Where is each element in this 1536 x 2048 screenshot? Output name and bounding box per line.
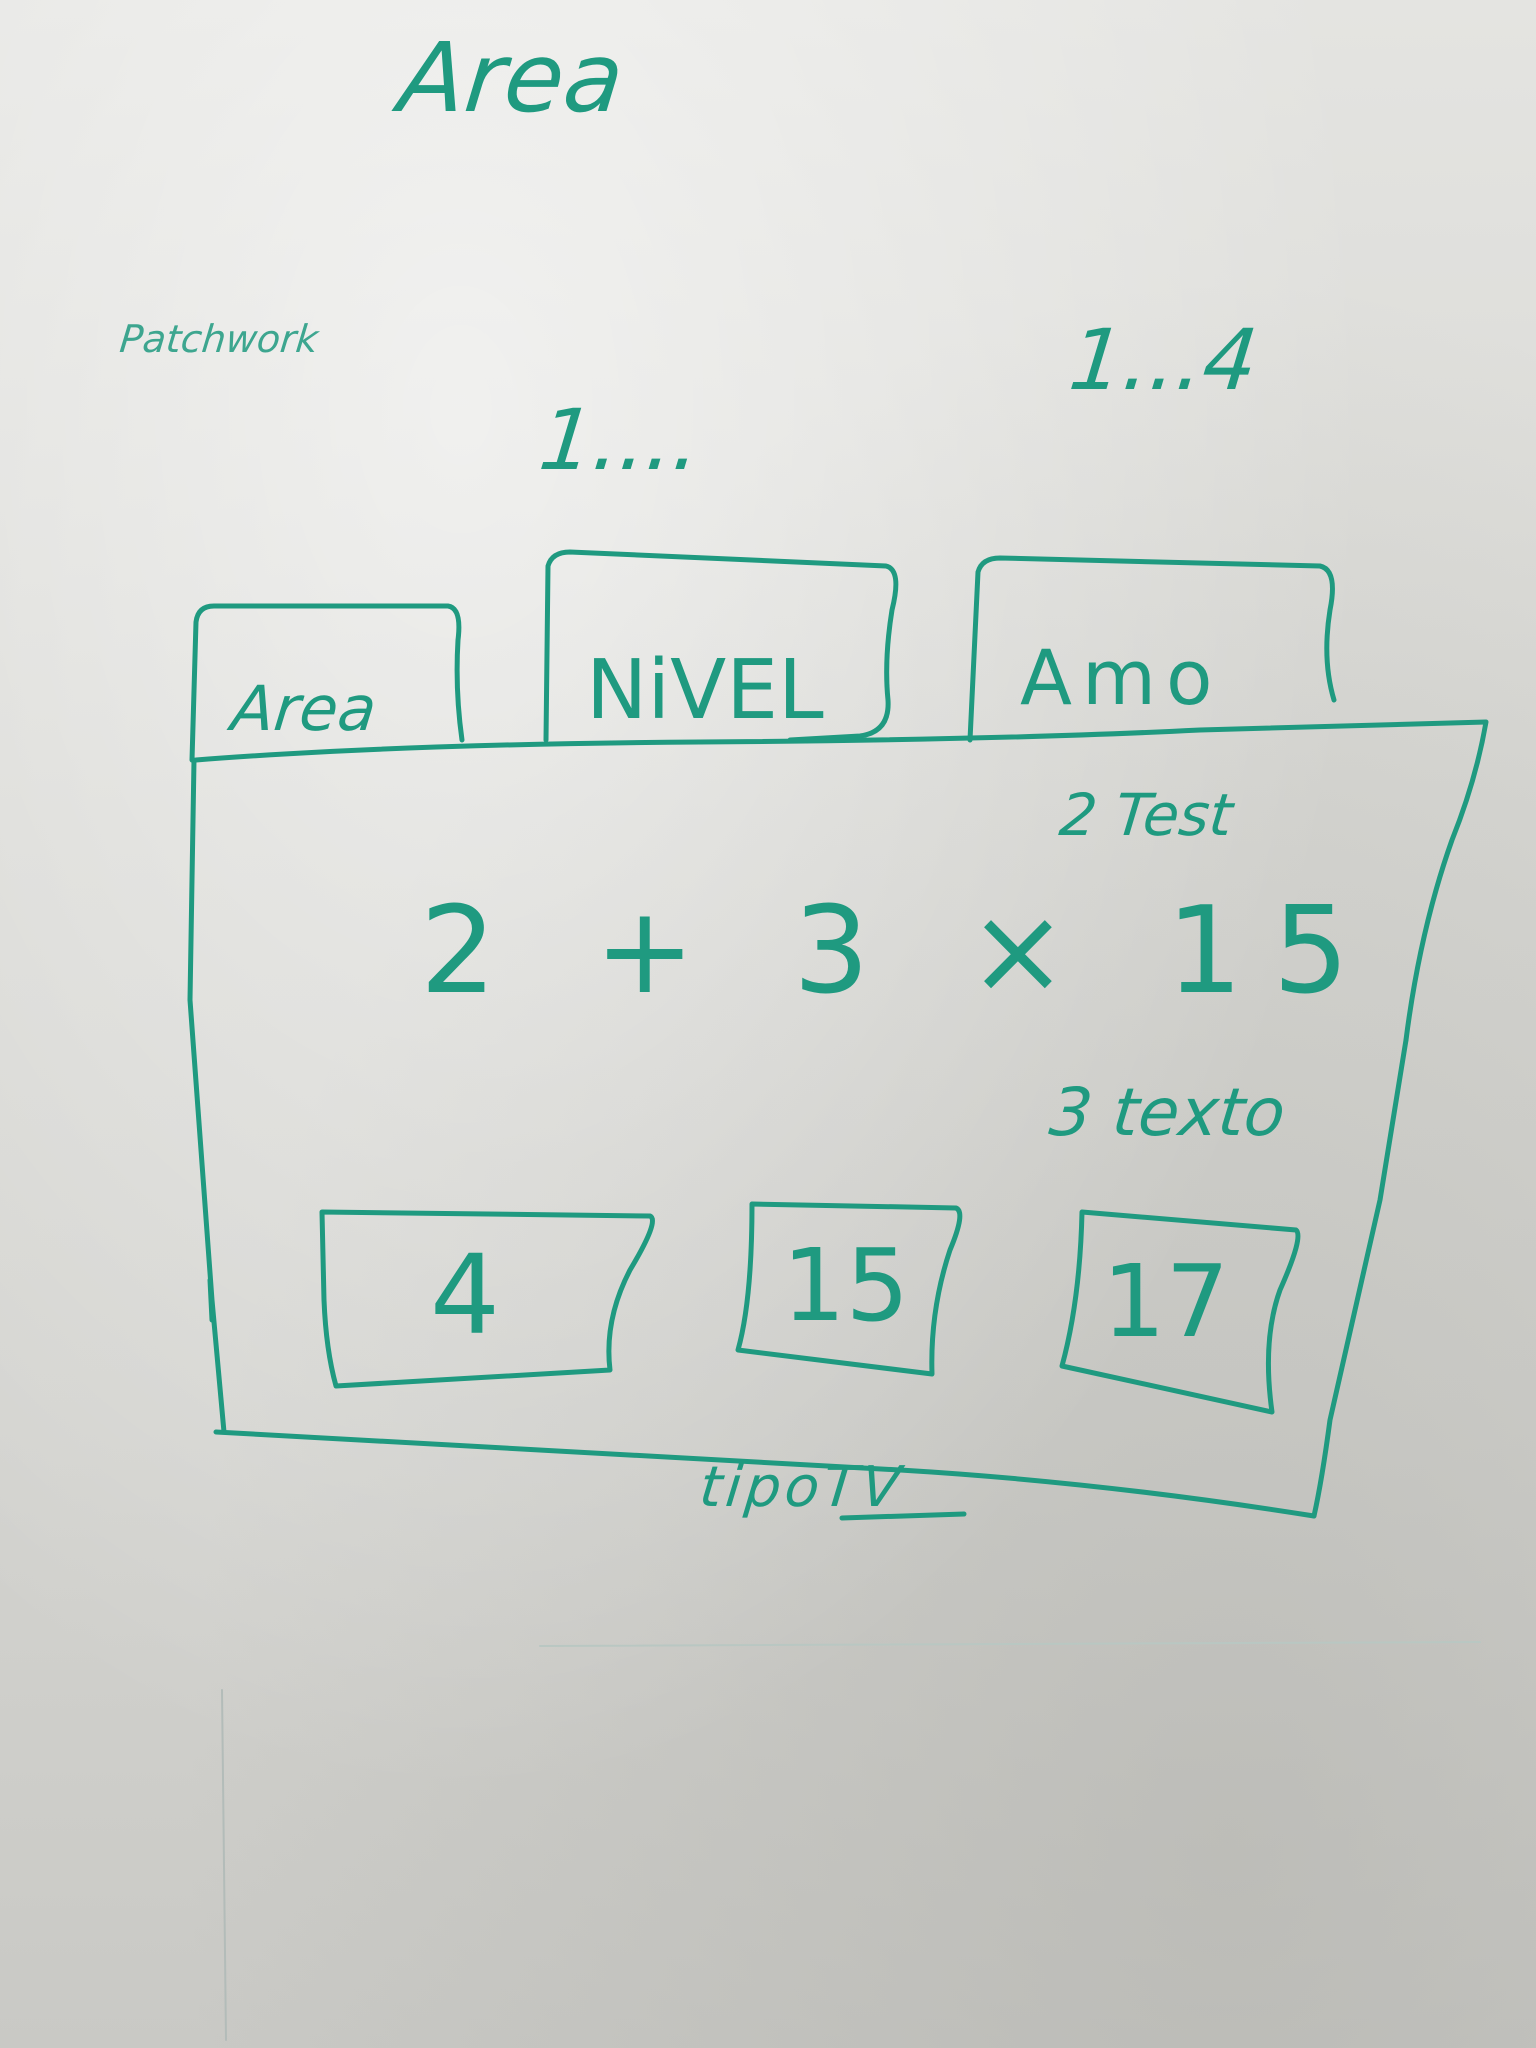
box-17-outline (1059, 1209, 1301, 1415)
box-4-outline (319, 1209, 655, 1389)
box-4-value: 4 (430, 1231, 500, 1359)
box-15-outline (735, 1201, 963, 1377)
tab-amo-outline (967, 555, 1337, 743)
box-17-value: 17 (1102, 1243, 1230, 1360)
tab-area: Area (228, 672, 380, 745)
box-15-value: 15 (782, 1227, 910, 1344)
left-tick (207, 1277, 215, 1323)
panel-right-line (1311, 1037, 1409, 1519)
tab-nivel: NiVEL (586, 643, 824, 738)
range-label-right: 1...4 (1064, 311, 1263, 409)
panel-note-mid: 3 texto (1046, 1074, 1289, 1151)
side-note: Patchwork (117, 317, 321, 361)
faint-line (539, 1641, 1481, 1647)
panel-bottom-line (213, 1429, 1317, 1519)
panel-expression: 2 + 3 × 15 (420, 882, 1380, 1021)
tipotv-underline (839, 1511, 967, 1521)
panel-outline (187, 757, 227, 1435)
panel-footer: tipoTV (696, 1455, 908, 1520)
tab-nivel-outline (543, 549, 899, 743)
faint-vertical (221, 1689, 227, 2041)
tab-amo: Amo (1020, 633, 1223, 722)
range-label-center: 1.... (534, 391, 706, 489)
panel-top-line (193, 719, 1489, 1043)
board-title: Area (394, 22, 629, 134)
tab-area-outline (189, 603, 465, 763)
panel-note-top: 2 Test (1056, 781, 1236, 849)
